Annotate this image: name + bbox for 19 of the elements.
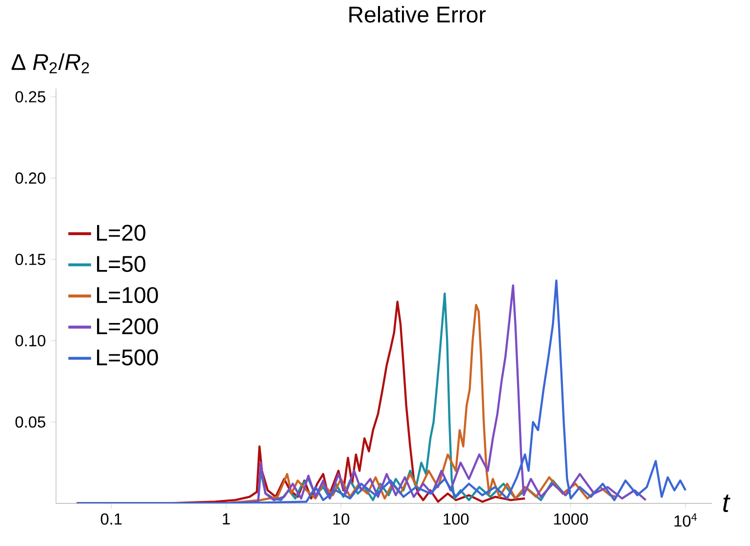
legend-label: L=100: [97, 287, 158, 304]
y-tick-label: 0.25: [15, 91, 46, 102]
x-tick-label: 1: [222, 513, 230, 524]
y-tick-label: 0.10: [15, 335, 46, 346]
x-tick-label: 100: [444, 513, 469, 525]
chart-title: Relative Error: [349, 6, 486, 23]
y-tick-label: 0.15: [15, 254, 46, 266]
legend-label: L=20: [97, 224, 146, 241]
x-tick-label: 10: [333, 513, 350, 525]
x-tick-label: 0.1: [100, 513, 122, 525]
x-tick-label: 10$^{4}$: [674, 513, 697, 527]
y-axis-title: Δ R$_{2}$/R$_{2}$: [12, 53, 89, 74]
y-tick-label: 0.20: [15, 172, 46, 184]
x-tick-label: 1000: [554, 513, 588, 525]
y-tick-label: 0.05: [15, 416, 46, 428]
legend-label: L=500: [97, 349, 158, 366]
x-axis-title: t: [723, 494, 730, 512]
legend-label: L=50: [97, 256, 146, 272]
legend-label: L=200: [97, 318, 158, 334]
